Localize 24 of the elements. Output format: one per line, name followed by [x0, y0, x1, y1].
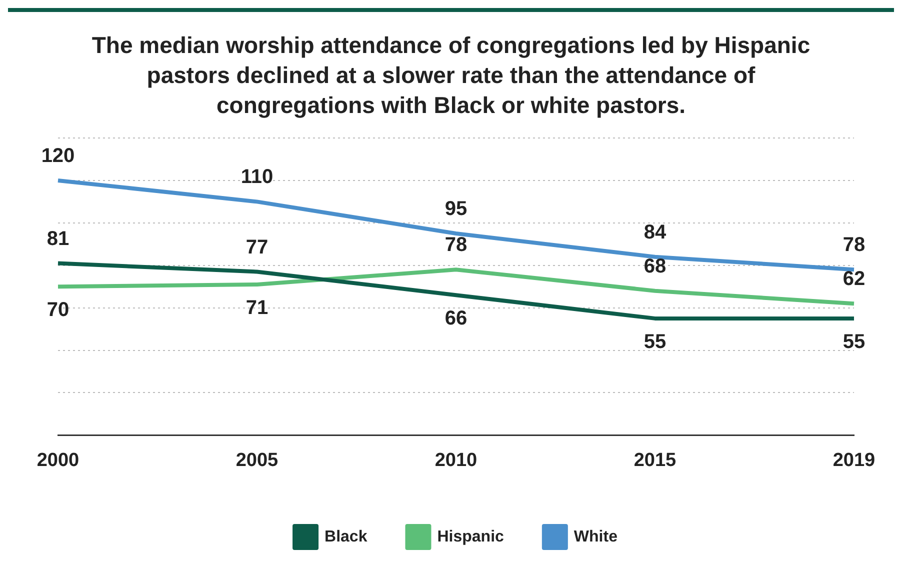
x-tick-label: 2010 [434, 450, 478, 471]
x-tick-label: 2019 [832, 450, 876, 471]
data-label: 55 [644, 330, 666, 353]
data-label: 78 [444, 234, 468, 256]
data-label: 95 [444, 198, 468, 220]
data-label: 77 [246, 236, 268, 258]
data-label: 120 [41, 144, 75, 167]
x-tick-label: 2000 [36, 450, 80, 471]
data-label: 62 [842, 268, 866, 290]
data-label: 55 [842, 330, 866, 353]
legend-label: Hispanic [437, 528, 504, 546]
x-tick-label: 2005 [236, 450, 279, 471]
data-label: 68 [644, 255, 666, 278]
chart-title: The median worship attendance of congregations led by Hispanic pastors declined at a slower rate than the attendance of congregations with Black or white pastors. [90, 31, 812, 120]
data-label: 71 [246, 296, 268, 319]
legend-label: Black [324, 528, 368, 546]
data-label: 81 [46, 228, 70, 250]
data-label: 66 [444, 308, 468, 330]
data-label: 110 [240, 166, 274, 188]
data-label: 84 [644, 221, 667, 244]
legend-label: White [574, 528, 618, 546]
x-tick-label: 2015 [634, 450, 677, 471]
data-label: 70 [46, 299, 70, 322]
data-label: 78 [842, 234, 866, 256]
